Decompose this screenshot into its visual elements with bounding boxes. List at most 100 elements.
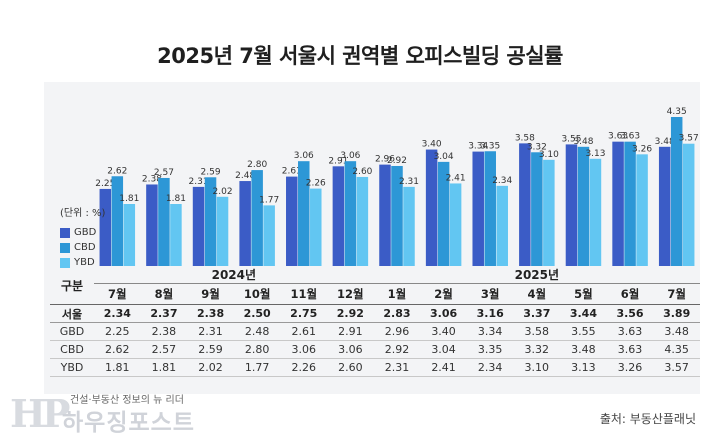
table-cell: 2.83 — [373, 304, 421, 323]
bar-cbd — [577, 146, 590, 266]
table-cell: 2.91 — [327, 322, 374, 341]
bar-value-label-gbd: 3.34 — [468, 142, 488, 152]
table-cell: 2.59 — [187, 340, 234, 359]
table-cell: 3.16 — [466, 304, 514, 323]
table-cell: 2.25 — [94, 322, 141, 341]
bar-cbd — [158, 177, 170, 266]
table-row: GBD 2.25 2.38 2.31 2.48 2.61 2.91 2.96 3.40 3.34 3… — [50, 322, 700, 341]
month-header: 12월 — [327, 283, 374, 305]
table-cell: 3.06 — [327, 340, 374, 359]
bar-value-label-ybd: 1.81 — [166, 194, 186, 204]
table-cell: 3.13 — [560, 358, 607, 377]
bar-cbd — [670, 117, 683, 266]
bar-ybd — [496, 185, 508, 266]
bar-gbd — [332, 166, 345, 266]
bar-ybd — [356, 176, 369, 266]
month-header: 6월 — [606, 283, 654, 305]
month-header: 1월 — [373, 283, 421, 305]
table-cell: 4.35 — [653, 340, 700, 359]
table-cell: 1.81 — [140, 358, 188, 377]
month-header-row: 7월 8월 9월 10월 11월 12월 1월 2월 3월 4월 5월 6월 7월 — [50, 283, 700, 305]
watermark-name: 하우징포스트 — [62, 410, 195, 436]
table-cell: 1.77 — [233, 358, 281, 377]
bar-ybd — [403, 186, 415, 266]
bar-value-label-gbd: 2.61 — [282, 167, 302, 177]
table-cell: 1.81 — [94, 358, 141, 377]
bar-value-label-cbd: 3.35 — [480, 141, 500, 151]
bar-value-label-gbd: 3.63 — [608, 132, 628, 142]
bar-value-label-ybd: 2.02 — [213, 187, 233, 197]
bar-gbd — [146, 184, 158, 266]
bar-cbd — [204, 177, 217, 266]
table-cell: 2.92 — [373, 340, 421, 359]
legend-label-ybd: YBD — [74, 257, 95, 268]
bar-ybd — [636, 154, 648, 266]
table-cell: 3.04 — [420, 340, 467, 359]
bar-value-label-ybd: 1.81 — [119, 194, 139, 204]
bar-cbd — [624, 141, 636, 266]
bar-value-label-ybd: 3.57 — [679, 134, 699, 144]
table-cell: 3.34 — [466, 322, 514, 341]
table-cell: 3.63 — [606, 340, 654, 359]
table-cell: 2.62 — [94, 340, 141, 359]
bar-ybd — [263, 205, 275, 266]
bar-value-label-ybd: 2.31 — [399, 177, 419, 187]
year-header-2024: 2024년 — [94, 266, 374, 284]
bar-gbd — [192, 186, 205, 266]
bar-value-label-gbd: 3.48 — [655, 137, 675, 147]
bar-value-label-ybd: 2.26 — [306, 179, 326, 189]
legend-swatch-gbd — [60, 227, 70, 238]
bar-ybd — [170, 204, 182, 266]
bar-value-label-cbd: 3.63 — [620, 132, 640, 142]
table-cell: 2.60 — [327, 358, 374, 377]
bar-value-label-cbd: 3.06 — [340, 151, 360, 161]
bar-gbd — [658, 146, 671, 266]
table-cell: 2.31 — [373, 358, 421, 377]
source-note: 출처: 부동산플래닛 — [599, 412, 696, 426]
table-cell: 3.10 — [513, 358, 561, 377]
bar-ybd — [123, 204, 136, 266]
bar-cbd — [484, 151, 496, 266]
bar-value-label-ybd: 3.26 — [632, 144, 652, 154]
legend-swatch-cbd — [60, 242, 70, 253]
table-cell: 2.80 — [233, 340, 281, 359]
bar-value-label-gbd: 2.31 — [189, 177, 209, 187]
bar-value-label-cbd: 3.48 — [573, 137, 593, 147]
bar-cbd — [344, 161, 357, 266]
watermark-tagline: 건설·부동산 정보의 뉴 리더 — [70, 395, 184, 406]
bar-value-label-cbd: 3.06 — [294, 151, 314, 161]
month-header: 9월 — [187, 283, 234, 305]
table-cell: 3.44 — [560, 304, 607, 323]
month-header: 7월 — [94, 283, 141, 305]
legend-label-cbd: CBD — [74, 242, 96, 253]
bar-value-label-ybd: 2.41 — [446, 173, 466, 183]
data-table: 구분 2024년 2025년 7월 8월 9월 10월 11월 12월 1월 2월 3월 4월 5월… — [50, 266, 700, 377]
row-label: CBD — [50, 340, 94, 359]
bar-cbd — [111, 176, 124, 266]
month-header: 3월 — [466, 283, 514, 305]
bar-cbd — [437, 161, 450, 266]
table-cell: 2.48 — [233, 322, 281, 341]
bar-value-label-gbd: 2.96 — [375, 155, 395, 165]
bar-value-label-cbd: 4.35 — [667, 107, 687, 117]
table-cell: 3.26 — [606, 358, 654, 377]
month-header: 5월 — [560, 283, 607, 305]
table-cell: 2.96 — [373, 322, 421, 341]
bar-ybd — [449, 183, 462, 266]
bar-ybd — [543, 159, 555, 266]
table-cell: 3.48 — [653, 322, 700, 341]
watermark: HP 건설·부동산 정보의 뉴 리더 하우징포스트 — [8, 387, 268, 439]
table-cell: 2.37 — [140, 304, 188, 323]
bar-gbd — [425, 149, 438, 266]
table-cell: 3.32 — [513, 340, 561, 359]
table-cell: 2.02 — [187, 358, 234, 377]
table-cell: 3.35 — [466, 340, 514, 359]
table-cell: 2.34 — [466, 358, 514, 377]
month-header: 4월 — [513, 283, 561, 305]
table-cell: 3.58 — [513, 322, 561, 341]
bar-ybd — [589, 158, 602, 266]
table-cell: 2.26 — [280, 358, 328, 377]
unit-label: (단위 : %) — [60, 208, 106, 219]
table-cell: 2.34 — [94, 304, 141, 323]
bar-value-label-ybd: 3.13 — [585, 149, 605, 159]
